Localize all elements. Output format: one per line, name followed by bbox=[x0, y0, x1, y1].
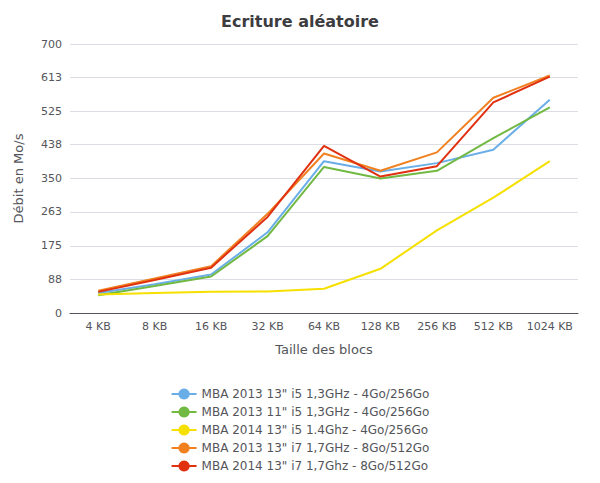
svg-text:MBA 2014 13" i7 1,7Ghz - 8Go/5: MBA 2014 13" i7 1,7Ghz - 8Go/512Go bbox=[202, 459, 428, 473]
svg-text:Taille des blocs: Taille des blocs bbox=[274, 342, 373, 357]
svg-text:32 KB: 32 KB bbox=[251, 320, 283, 333]
svg-text:256 KB: 256 KB bbox=[417, 320, 456, 333]
svg-text:MBA 2014 13" i5 1.4Ghz - 4Go/2: MBA 2014 13" i5 1.4Ghz - 4Go/256Go bbox=[202, 423, 428, 437]
svg-text:8 KB: 8 KB bbox=[142, 320, 167, 333]
svg-text:88: 88 bbox=[48, 273, 62, 286]
svg-text:438: 438 bbox=[41, 138, 62, 151]
svg-text:512 KB: 512 KB bbox=[474, 320, 513, 333]
svg-text:1024 KB: 1024 KB bbox=[527, 320, 573, 333]
svg-text:525: 525 bbox=[41, 105, 62, 118]
svg-text:Débit en Mo/s: Débit en Mo/s bbox=[11, 133, 26, 223]
svg-text:4 KB: 4 KB bbox=[86, 320, 111, 333]
svg-text:263: 263 bbox=[41, 205, 62, 218]
svg-text:128 KB: 128 KB bbox=[361, 320, 400, 333]
svg-text:700: 700 bbox=[41, 38, 62, 51]
svg-text:MBA 2013 13" i7 1,7GHz - 8Go/5: MBA 2013 13" i7 1,7GHz - 8Go/512Go bbox=[202, 441, 430, 455]
svg-text:613: 613 bbox=[41, 71, 62, 84]
svg-text:16 KB: 16 KB bbox=[195, 320, 227, 333]
svg-text:MBA 2013 13" i5 1,3GHz - 4Go/2: MBA 2013 13" i5 1,3GHz - 4Go/256Go bbox=[202, 387, 430, 401]
svg-text:Ecriture aléatoire: Ecriture aléatoire bbox=[221, 12, 379, 31]
svg-text:MBA 2013 11" i5 1,3GHz - 4Go/2: MBA 2013 11" i5 1,3GHz - 4Go/256Go bbox=[202, 405, 430, 419]
svg-text:350: 350 bbox=[41, 172, 62, 185]
svg-text:175: 175 bbox=[41, 239, 62, 252]
svg-text:0: 0 bbox=[55, 307, 62, 320]
svg-text:64 KB: 64 KB bbox=[308, 320, 340, 333]
